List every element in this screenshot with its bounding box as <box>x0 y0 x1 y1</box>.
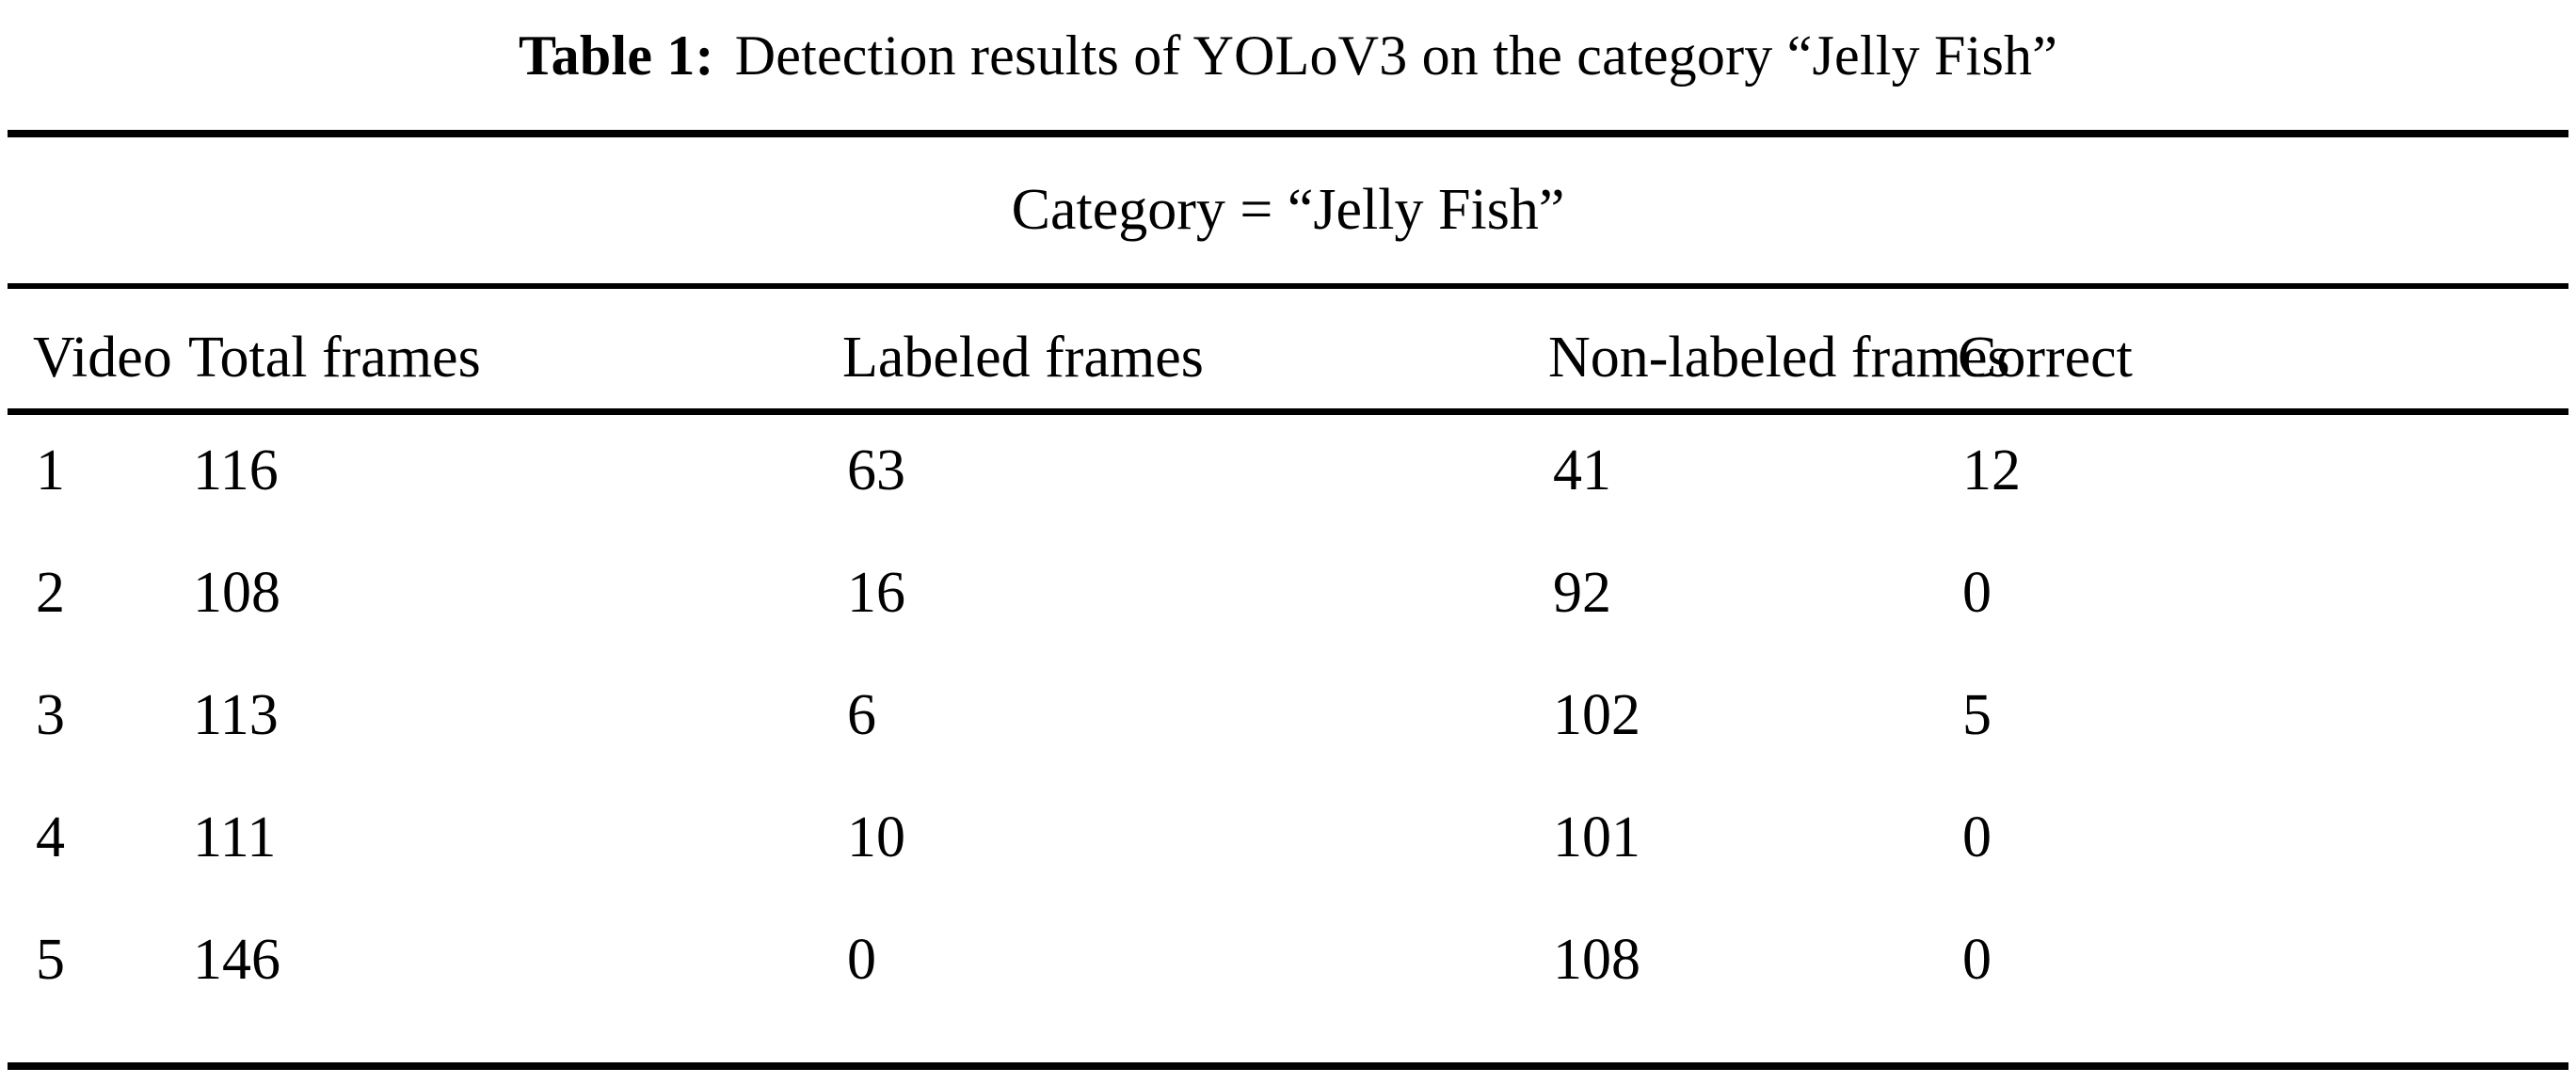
table-cell-correct: 0 <box>1962 928 1992 992</box>
caption-text: Detection results of YOLoV3 on the categ… <box>734 24 2058 87</box>
table-cell-video: 5 <box>36 928 65 992</box>
rule-under-column-headers <box>8 408 2568 415</box>
table-cell-total-frames: 146 <box>193 928 280 992</box>
table-cell-non-labeled-frames: 92 <box>1553 561 1611 625</box>
table-cell-labeled-frames: 6 <box>847 683 876 747</box>
table-cell-labeled-frames: 0 <box>847 928 876 992</box>
table-cell-labeled-frames: 16 <box>847 561 905 625</box>
table-cell-non-labeled-frames: 102 <box>1553 683 1640 747</box>
table-cell-total-frames: 113 <box>193 683 279 747</box>
table-cell-correct: 0 <box>1962 561 1992 625</box>
caption-label: Table 1: <box>518 24 714 87</box>
column-header-labeled-frames: Labeled frames <box>842 326 1204 390</box>
column-header-total-frames: Total frames <box>188 326 481 390</box>
table-cell-correct: 12 <box>1962 438 2021 502</box>
rule-top <box>8 130 2568 137</box>
rule-under-spanning-header <box>8 283 2568 289</box>
table-cell-total-frames: 108 <box>193 561 280 625</box>
column-header-correct: Correct <box>1958 326 2133 390</box>
table-cell-total-frames: 116 <box>193 438 279 502</box>
table-cell-video: 3 <box>36 683 65 747</box>
table-caption: Table 1: Detection results of YOLoV3 on t… <box>0 0 2576 111</box>
column-header-non-labeled-frames: Non-labeled frames <box>1548 326 2010 390</box>
table-cell-video: 1 <box>36 438 65 502</box>
table-cell-labeled-frames: 63 <box>847 438 905 502</box>
table-spanning-header: Category = “Jelly Fish” <box>1011 178 1565 242</box>
table-cell-correct: 0 <box>1962 805 1992 869</box>
table-cell-non-labeled-frames: 108 <box>1553 928 1640 992</box>
column-header-video: Video <box>33 326 172 390</box>
table-cell-labeled-frames: 10 <box>847 805 905 869</box>
table-cell-total-frames: 111 <box>193 805 277 869</box>
table-cell-video: 2 <box>36 561 65 625</box>
table-cell-non-labeled-frames: 41 <box>1553 438 1611 502</box>
table-cell-correct: 5 <box>1962 683 1992 747</box>
rule-bottom <box>8 1062 2568 1070</box>
table-cell-non-labeled-frames: 101 <box>1553 805 1640 869</box>
table-cell-video: 4 <box>36 805 65 869</box>
